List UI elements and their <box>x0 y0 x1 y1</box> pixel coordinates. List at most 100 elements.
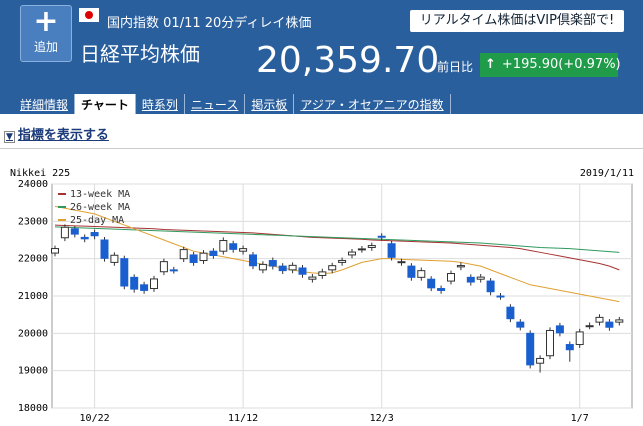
candle-body <box>466 276 475 283</box>
candle-body <box>496 295 505 298</box>
candle-body <box>417 270 426 278</box>
candle-body <box>100 239 109 259</box>
candle-body <box>575 331 584 346</box>
y-tick-label: 24000 <box>18 179 48 190</box>
tab[interactable]: ニュース <box>185 94 246 114</box>
tabs: 詳細情報 チャート 時系列 ニュース 掲示板 アジア・オセアニアの指数 <box>14 94 451 114</box>
candle-body <box>506 306 515 320</box>
candle-body <box>486 280 495 293</box>
change-label: 前日比 <box>437 60 474 74</box>
candle-body <box>229 243 238 250</box>
market-info: 国内指数 01/11 20分ディレイ株価 <box>107 12 311 31</box>
tab[interactable]: チャート <box>75 94 136 114</box>
candle-body <box>407 265 416 278</box>
ma-line <box>54 226 620 253</box>
candle-body <box>456 265 465 268</box>
candle-body <box>427 278 436 289</box>
candle-body <box>239 248 248 252</box>
candle-body <box>209 250 218 256</box>
change-box: ↑ +195.90(+0.97%) <box>480 53 621 77</box>
candle-body <box>555 325 564 334</box>
candle-body <box>387 243 396 258</box>
candle-body <box>367 245 376 248</box>
candle-body <box>516 321 525 328</box>
candle-body <box>605 321 614 328</box>
candle-body <box>130 276 139 290</box>
candle-body <box>268 260 277 267</box>
market: 国内指数 <box>107 16 160 31</box>
plus-icon: + <box>33 4 59 39</box>
candle-body <box>169 269 178 272</box>
candle-body <box>585 325 594 328</box>
japan-flag <box>79 8 99 22</box>
candle-body <box>536 357 545 364</box>
y-tick-label: 18000 <box>18 403 48 414</box>
add-button[interactable]: + 追加 <box>20 5 72 62</box>
candle-body <box>298 267 307 275</box>
candle-body <box>546 329 554 357</box>
chart-date: 2019/1/11 <box>580 168 634 179</box>
candle-body <box>595 316 604 323</box>
candle-body <box>159 261 168 273</box>
price: 20,359.70 <box>256 40 440 81</box>
candle-body <box>348 251 356 256</box>
candle-body <box>70 228 79 235</box>
y-tick-label: 23000 <box>18 216 48 227</box>
tab[interactable]: 掲示板 <box>245 94 295 114</box>
index-name: 日経平均株価 <box>80 42 200 66</box>
candle-body <box>565 344 574 351</box>
change: +195.90(+0.97%) <box>501 57 621 72</box>
legend-label: 13-week MA <box>70 189 130 200</box>
candle-body <box>476 276 485 280</box>
up-arrow: ↑ <box>485 57 496 72</box>
tab[interactable]: 時系列 <box>136 94 185 114</box>
candle-body <box>150 278 158 290</box>
separator <box>0 148 643 149</box>
candle-body <box>397 261 406 264</box>
candle-body <box>318 271 327 276</box>
x-tick-label: 11/12 <box>228 413 258 424</box>
y-tick-label: 19000 <box>18 366 48 377</box>
y-tick-label: 21000 <box>18 291 48 302</box>
candle-body <box>328 265 337 271</box>
delay: 20分ディレイ株価 <box>204 16 312 31</box>
candle-body <box>615 319 624 323</box>
candle-body <box>308 276 317 280</box>
candle-body <box>80 236 89 240</box>
ma-line <box>54 205 620 303</box>
y-tick-label: 22000 <box>18 254 48 265</box>
tab[interactable]: アジア・オセアニアの指数 <box>294 94 451 114</box>
candle-body <box>338 259 347 263</box>
indicator-toggle[interactable]: ▼ 指標を表示する <box>4 124 109 143</box>
candle-body <box>437 288 446 291</box>
candle-body <box>249 254 257 267</box>
tab[interactable]: 詳細情報 <box>14 94 76 114</box>
candle-body <box>199 252 208 262</box>
x-tick-label: 10/22 <box>80 413 110 424</box>
candle-body <box>120 258 129 287</box>
candle-body <box>140 284 149 291</box>
candle-body <box>526 332 535 366</box>
legend-label: 26-week MA <box>70 202 130 213</box>
y-tick-label: 20000 <box>18 328 48 339</box>
candle-body <box>357 248 366 251</box>
chart: Nikkei 225 2019/1/11 18000 19000 20000 2100… <box>10 168 634 424</box>
legend-label: 25-day MA <box>70 215 124 226</box>
candle-body <box>90 232 99 237</box>
candle-body <box>51 248 59 254</box>
add-label: 追加 <box>33 40 58 54</box>
candle-body <box>110 254 119 263</box>
vip-link[interactable]: リアルタイム株価はVIP倶楽部で! <box>410 10 624 32</box>
candle-body <box>447 273 455 282</box>
toggle-text: 指標を表示する <box>17 128 109 143</box>
ma-line <box>54 224 620 271</box>
candle-body <box>189 254 198 263</box>
toggle-icon: ▼ <box>4 131 15 143</box>
candle-body <box>288 264 297 271</box>
candle-body <box>377 235 386 238</box>
x-tick-label: 12/3 <box>370 413 394 424</box>
candle-body <box>258 263 267 271</box>
candle-body <box>278 265 287 272</box>
date: 01/11 <box>163 16 201 31</box>
